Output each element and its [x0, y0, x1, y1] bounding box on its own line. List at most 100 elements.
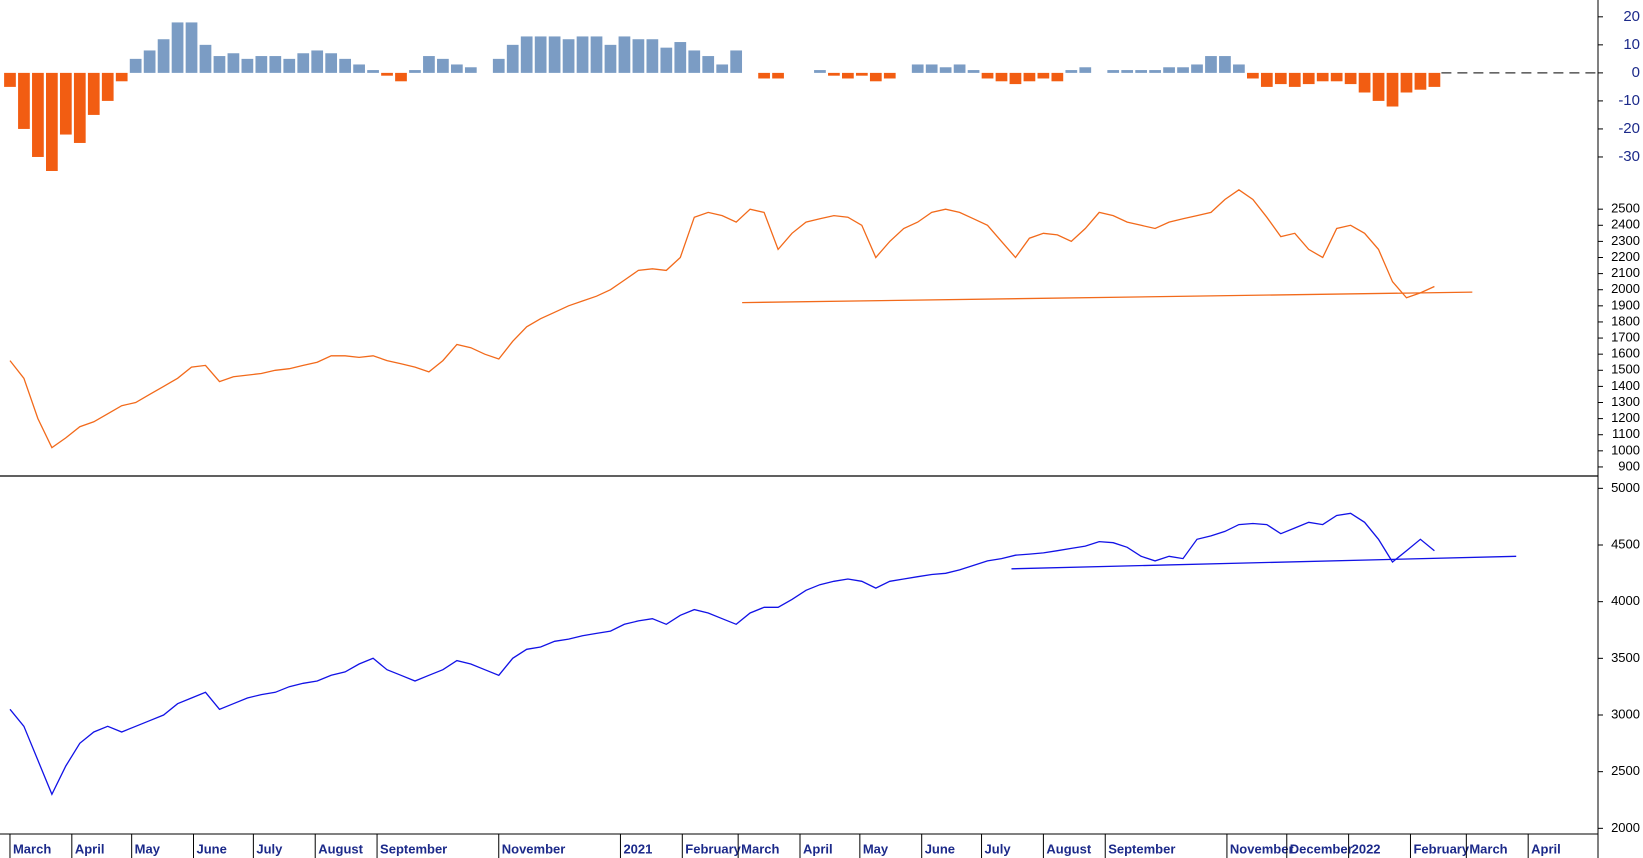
bar — [939, 67, 952, 73]
x-tick-label: 2021 — [623, 841, 652, 856]
y-tick-label: 4500 — [1611, 536, 1640, 551]
bar — [59, 72, 72, 135]
x-tick-label: August — [318, 841, 363, 856]
bar — [423, 56, 435, 73]
bar — [1330, 72, 1343, 82]
bar — [32, 72, 44, 157]
bar — [101, 72, 114, 101]
bar — [46, 72, 58, 171]
x-tick-label: March — [13, 841, 51, 856]
y-tick-label: 2500 — [1611, 201, 1640, 216]
bar — [953, 64, 966, 73]
y-tick-label: 2300 — [1611, 233, 1640, 248]
bar — [1288, 72, 1301, 87]
bar — [1372, 72, 1385, 101]
bar — [1051, 72, 1064, 82]
x-tick-label: March — [741, 841, 779, 856]
bar — [213, 56, 226, 73]
bar — [1191, 64, 1203, 73]
bar — [758, 72, 770, 79]
x-tick-label: April — [75, 841, 105, 856]
x-tick-label: March — [1469, 841, 1507, 856]
x-tick-label: September — [1108, 841, 1175, 856]
bar — [632, 39, 645, 73]
bar — [828, 72, 840, 76]
x-tick-label: September — [380, 841, 447, 856]
bar — [548, 36, 561, 73]
x-tick-label: July — [256, 841, 283, 856]
y-tick-label: 1500 — [1611, 362, 1640, 377]
y-tick-label: -10 — [1618, 92, 1640, 109]
bar — [925, 64, 938, 73]
bar — [18, 72, 30, 129]
bar — [604, 44, 617, 73]
bar — [87, 72, 100, 115]
bar — [562, 39, 575, 73]
bar — [1107, 70, 1120, 73]
bar — [772, 72, 784, 79]
bar — [688, 50, 701, 73]
bar — [1246, 72, 1259, 79]
y-tick-label: -30 — [1618, 148, 1640, 165]
bar — [1219, 56, 1231, 73]
bar — [1121, 70, 1134, 73]
y-tick-label: 4000 — [1611, 593, 1640, 608]
bar — [4, 72, 16, 87]
bar — [450, 64, 463, 73]
y-tick-label: 1800 — [1611, 313, 1640, 328]
x-tick-label: 2022 — [1352, 841, 1381, 856]
bar — [506, 44, 519, 73]
x-tick-label: April — [803, 841, 833, 856]
bar — [702, 56, 715, 73]
bar — [1079, 67, 1092, 73]
bar — [1009, 72, 1022, 85]
bar — [981, 72, 994, 79]
bar — [576, 36, 589, 73]
bar — [367, 70, 379, 73]
y-tick-label: 1900 — [1611, 297, 1640, 312]
bar — [1358, 72, 1371, 93]
bar — [1149, 70, 1161, 73]
bar — [143, 50, 156, 73]
y-tick-label: 1300 — [1611, 394, 1640, 409]
x-tick-label: May — [135, 841, 161, 856]
bar — [1205, 56, 1217, 73]
bar — [339, 58, 352, 73]
bar — [464, 67, 477, 73]
bar — [311, 50, 324, 73]
x-tick-label: February — [1413, 841, 1469, 856]
bar — [646, 39, 659, 73]
bar — [855, 72, 868, 76]
bar — [1400, 72, 1413, 93]
y-tick-label: 1400 — [1611, 378, 1640, 393]
y-tick-label: 3000 — [1611, 706, 1640, 721]
x-tick-label: June — [197, 841, 227, 856]
bar — [437, 58, 449, 73]
y-tick-label: 10 — [1623, 36, 1640, 53]
bar — [1302, 72, 1315, 85]
y-tick-label: 3500 — [1611, 650, 1640, 665]
bar — [1414, 72, 1427, 90]
y-tick-label: 1000 — [1611, 442, 1640, 457]
bar — [227, 53, 240, 73]
bar — [869, 72, 882, 82]
bar — [1316, 72, 1329, 82]
bar — [325, 53, 338, 73]
price-line — [9, 512, 1435, 796]
bar — [716, 64, 729, 73]
bar — [115, 72, 128, 82]
x-tick-label: May — [863, 841, 889, 856]
bar — [1037, 72, 1050, 79]
bar — [241, 58, 254, 73]
bar — [1023, 72, 1036, 82]
bar — [1344, 72, 1357, 85]
y-tick-label: -20 — [1618, 120, 1640, 137]
y-tick-label: 1200 — [1611, 410, 1640, 425]
bar — [534, 36, 547, 73]
bar — [255, 56, 268, 73]
bar — [1260, 72, 1273, 87]
y-tick-label: 1100 — [1612, 426, 1640, 441]
x-tick-label: December — [1290, 841, 1353, 856]
bar — [814, 70, 826, 73]
